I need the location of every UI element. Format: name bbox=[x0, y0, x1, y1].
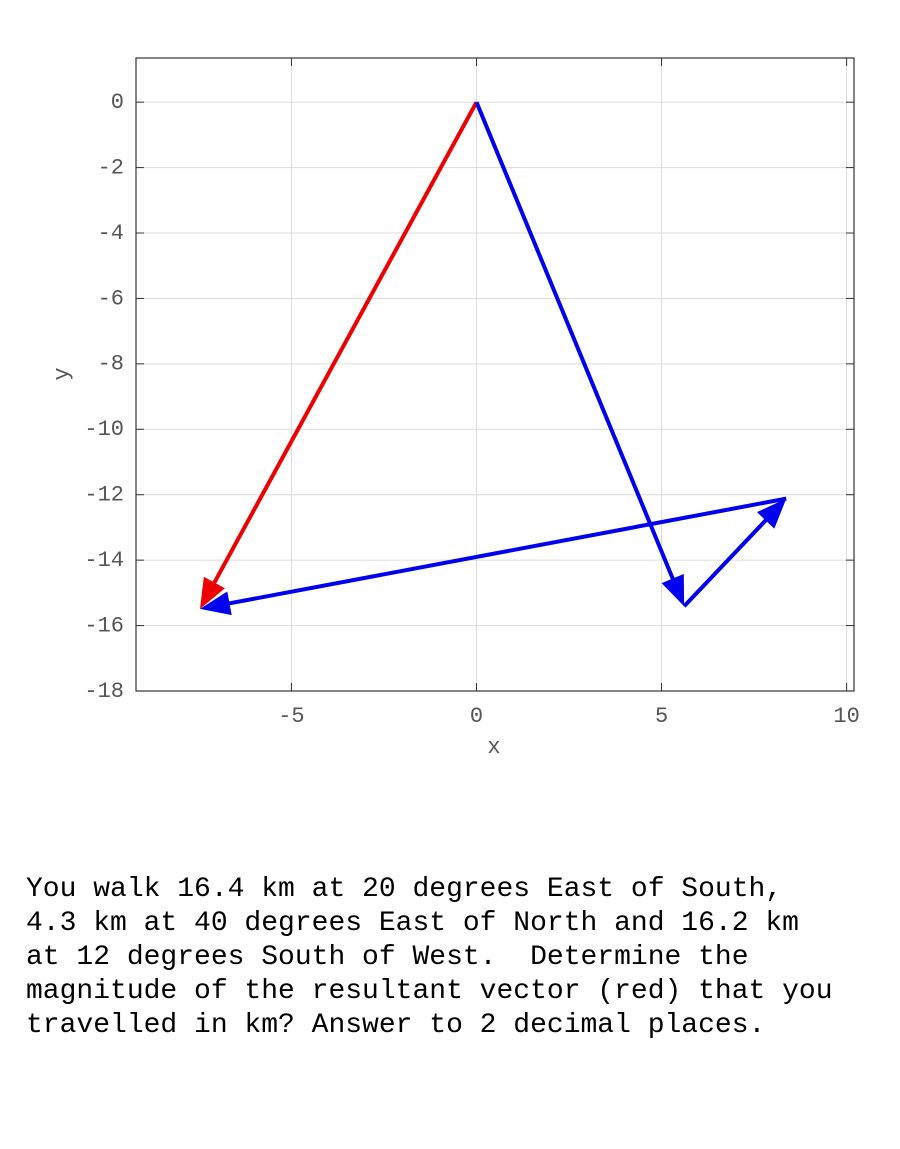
vector-shaft bbox=[225, 496, 787, 607]
plot-frame bbox=[135, 57, 855, 692]
question-line: magnitude of the resultant vector (red) … bbox=[26, 976, 833, 1007]
y-tick-label: -12 bbox=[84, 483, 124, 508]
y-tick-label: -2 bbox=[98, 155, 124, 180]
y-axis-label: y bbox=[50, 367, 75, 380]
y-tick-label: -10 bbox=[84, 417, 124, 442]
x-tick-label: -5 bbox=[278, 704, 304, 729]
x-tick-label: 5 bbox=[655, 704, 668, 729]
vector-shaft bbox=[210, 101, 479, 588]
question-line: travelled in km? Answer to 2 decimal pla… bbox=[26, 1010, 765, 1041]
question-text: You walk 16.4 km at 20 degrees East of S… bbox=[26, 874, 833, 1041]
y-tick-label: -16 bbox=[84, 613, 124, 638]
y-tick-label: -18 bbox=[84, 679, 124, 704]
x-axis-label: x bbox=[487, 735, 500, 760]
vector-arrowhead bbox=[661, 573, 685, 607]
y-tick-label: 0 bbox=[111, 90, 124, 115]
y-tick-label: -4 bbox=[98, 221, 124, 246]
vector-arrowhead bbox=[200, 576, 225, 609]
x-tick-label: 10 bbox=[833, 704, 859, 729]
y-tick-label: -8 bbox=[98, 352, 124, 377]
x-tick-label: 0 bbox=[470, 704, 483, 729]
y-tick-label: -6 bbox=[98, 286, 124, 311]
vector-shaft bbox=[682, 516, 770, 608]
question-line: 4.3 km at 40 degrees East of North and 1… bbox=[26, 908, 799, 939]
vector-arrowhead bbox=[200, 591, 232, 616]
question-line: You walk 16.4 km at 20 degrees East of S… bbox=[26, 874, 782, 905]
grid: -5 0 5 10 0 -2 -4 -6 -8 -10 -12 -14 -16 -18 bbox=[84, 58, 860, 729]
question-line: at 12 degrees South of West. Determine t… bbox=[26, 942, 749, 973]
y-tick-label: -14 bbox=[84, 548, 124, 573]
vector-shaft bbox=[474, 101, 677, 583]
vectors bbox=[200, 101, 787, 616]
vector-arrowhead bbox=[756, 498, 787, 529]
